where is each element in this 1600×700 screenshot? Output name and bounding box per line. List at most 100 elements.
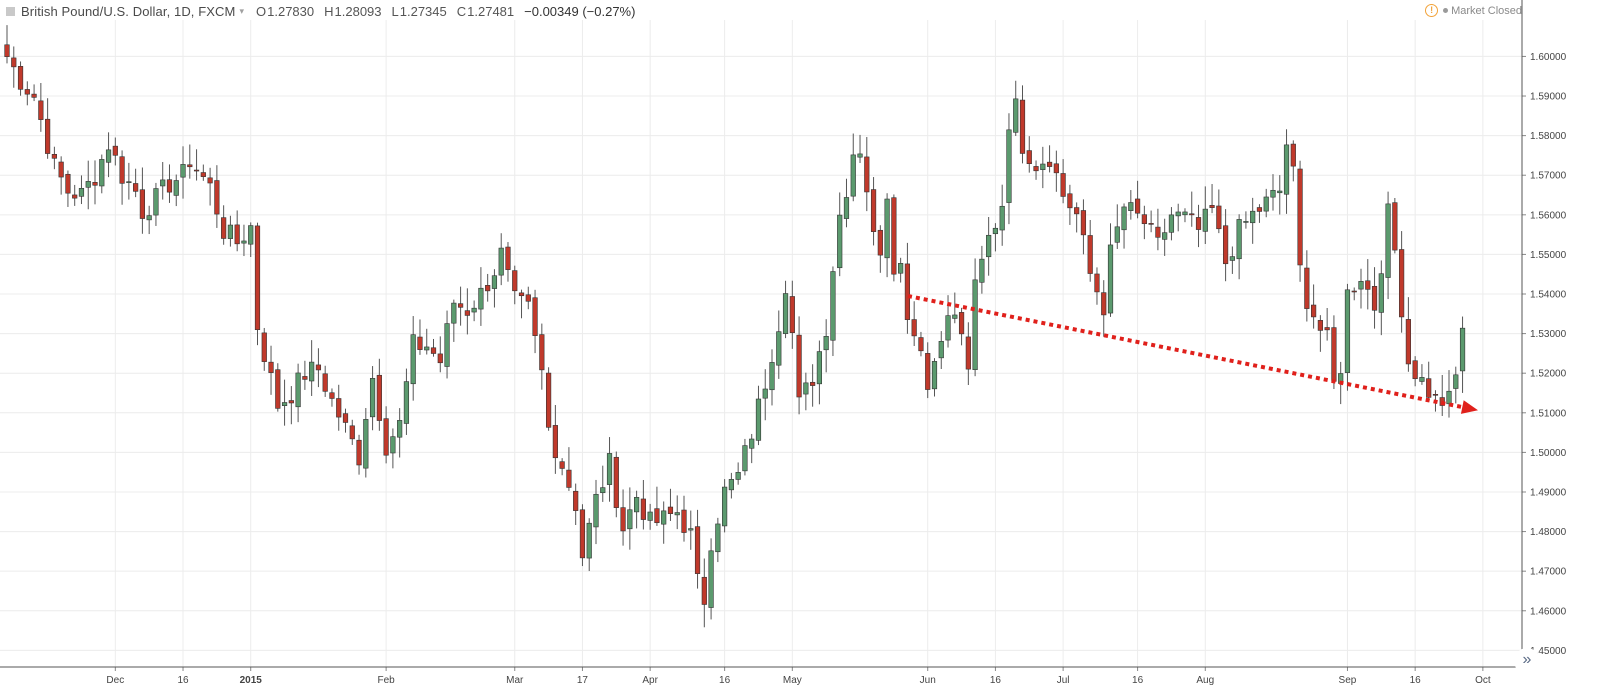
candle bbox=[1277, 175, 1283, 215]
candle-body-up bbox=[369, 378, 376, 418]
candle bbox=[139, 167, 146, 234]
chevron-down-icon[interactable]: ▾ bbox=[239, 5, 244, 16]
x-tick-label: Oct bbox=[1475, 675, 1491, 686]
candle-body-up bbox=[742, 445, 748, 472]
candle-body-down bbox=[417, 336, 423, 350]
candle-body-up bbox=[85, 181, 91, 188]
y-tick-label: 1.50000 bbox=[1530, 448, 1567, 459]
candle bbox=[1067, 184, 1073, 225]
candle bbox=[1270, 174, 1276, 211]
candle bbox=[1053, 150, 1059, 192]
candle bbox=[722, 479, 728, 533]
candle-body-down bbox=[796, 334, 802, 398]
candle bbox=[1189, 191, 1195, 227]
candle bbox=[133, 168, 139, 198]
candle bbox=[1134, 180, 1141, 219]
candle-body-down bbox=[1101, 292, 1107, 316]
candle bbox=[1446, 370, 1452, 418]
candle bbox=[227, 215, 234, 247]
candle bbox=[552, 405, 558, 474]
candle bbox=[715, 517, 721, 563]
candle bbox=[1236, 214, 1242, 280]
candle-body-up bbox=[424, 346, 430, 351]
candle bbox=[1033, 160, 1039, 180]
candle bbox=[309, 340, 315, 396]
candle bbox=[153, 182, 159, 226]
candle bbox=[160, 162, 166, 200]
candle bbox=[762, 369, 768, 421]
candle bbox=[1324, 308, 1330, 341]
candle bbox=[701, 558, 707, 628]
candle-body-up bbox=[1277, 190, 1283, 194]
ohlc-low-key: L bbox=[391, 3, 399, 19]
candle-body-down bbox=[193, 169, 200, 172]
candle-body-up bbox=[1243, 221, 1249, 223]
candle bbox=[1317, 315, 1323, 352]
candle-body-up bbox=[762, 388, 768, 399]
candle-body-up bbox=[363, 419, 369, 469]
candle bbox=[315, 348, 322, 388]
candle-body-up bbox=[1162, 232, 1168, 240]
candle-body-up bbox=[634, 497, 640, 513]
candle bbox=[647, 503, 653, 530]
candle-body-up bbox=[782, 293, 789, 334]
candle bbox=[925, 342, 931, 399]
candle-body-up bbox=[248, 225, 254, 245]
candle bbox=[1419, 364, 1425, 385]
candle-body-down bbox=[512, 270, 518, 292]
candle-body-down bbox=[640, 498, 646, 520]
symbol-title[interactable]: British Pound/U.S. Dollar, 1D, FXCM bbox=[21, 3, 236, 19]
candle bbox=[640, 480, 646, 530]
candle bbox=[1195, 204, 1202, 248]
candle-body-down bbox=[505, 246, 511, 270]
candle-body-up bbox=[708, 550, 714, 608]
candles bbox=[4, 25, 1466, 628]
candle bbox=[857, 134, 863, 163]
candle bbox=[958, 307, 965, 346]
candle-body-down bbox=[92, 182, 98, 186]
x-tick-label: May bbox=[783, 675, 802, 686]
scroll-to-realtime-button[interactable]: » bbox=[1514, 648, 1540, 674]
candle bbox=[295, 363, 301, 423]
candle-body-down bbox=[268, 361, 274, 373]
candle bbox=[390, 428, 396, 469]
candle-body-up bbox=[850, 154, 856, 197]
candle-body-down bbox=[1297, 168, 1303, 266]
candle-body-down bbox=[532, 297, 538, 336]
ohlc-close-key: C bbox=[456, 3, 467, 19]
candle bbox=[424, 328, 430, 355]
candle-body-up bbox=[674, 512, 680, 516]
candle-body-up bbox=[1168, 214, 1175, 233]
candle bbox=[911, 301, 917, 347]
x-tick-label: Aug bbox=[1196, 675, 1214, 686]
candle bbox=[1074, 202, 1080, 233]
candle bbox=[397, 408, 403, 458]
market-status[interactable]: ! Market Closed bbox=[1425, 4, 1522, 17]
candle-body-down bbox=[356, 439, 362, 466]
candle bbox=[417, 319, 423, 355]
candle bbox=[505, 242, 511, 282]
chart-axes: 1.60000 1.59000 1.58000 1.57000 1.56000 1.550… bbox=[0, 0, 1567, 686]
candle bbox=[1371, 267, 1378, 329]
candle bbox=[214, 165, 220, 228]
candle-body-up bbox=[410, 334, 416, 385]
candle-body-down bbox=[573, 490, 579, 511]
square-menu-icon[interactable] bbox=[6, 6, 15, 16]
candle bbox=[1378, 260, 1384, 336]
candle bbox=[1439, 374, 1445, 416]
y-tick-label: 1.60000 bbox=[1530, 52, 1567, 63]
candle bbox=[491, 269, 498, 308]
x-tick-label: 16 bbox=[719, 675, 731, 686]
candle-body-down bbox=[681, 509, 687, 533]
y-tick-label: 1.58000 bbox=[1530, 131, 1567, 142]
candle-body-down bbox=[1053, 163, 1059, 174]
candle bbox=[58, 156, 64, 195]
candle bbox=[634, 490, 640, 529]
candle-body-up bbox=[1006, 129, 1012, 203]
candle-body-down bbox=[485, 285, 491, 292]
candle-body-up bbox=[1229, 256, 1235, 261]
candle-body-down bbox=[1019, 99, 1026, 154]
candle bbox=[539, 323, 545, 390]
candle-body-up bbox=[1378, 273, 1384, 313]
